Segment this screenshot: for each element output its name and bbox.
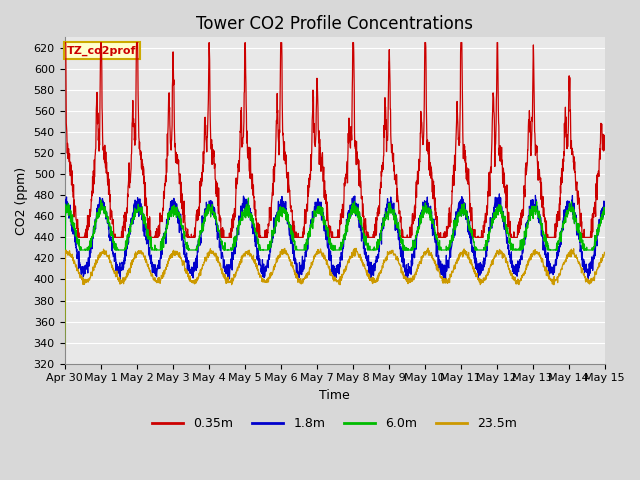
Legend: 0.35m, 1.8m, 6.0m, 23.5m: 0.35m, 1.8m, 6.0m, 23.5m bbox=[147, 412, 522, 435]
Text: TZ_co2prof: TZ_co2prof bbox=[67, 46, 137, 56]
Y-axis label: CO2 (ppm): CO2 (ppm) bbox=[15, 167, 28, 235]
Title: Tower CO2 Profile Concentrations: Tower CO2 Profile Concentrations bbox=[196, 15, 473, 33]
X-axis label: Time: Time bbox=[319, 389, 350, 402]
